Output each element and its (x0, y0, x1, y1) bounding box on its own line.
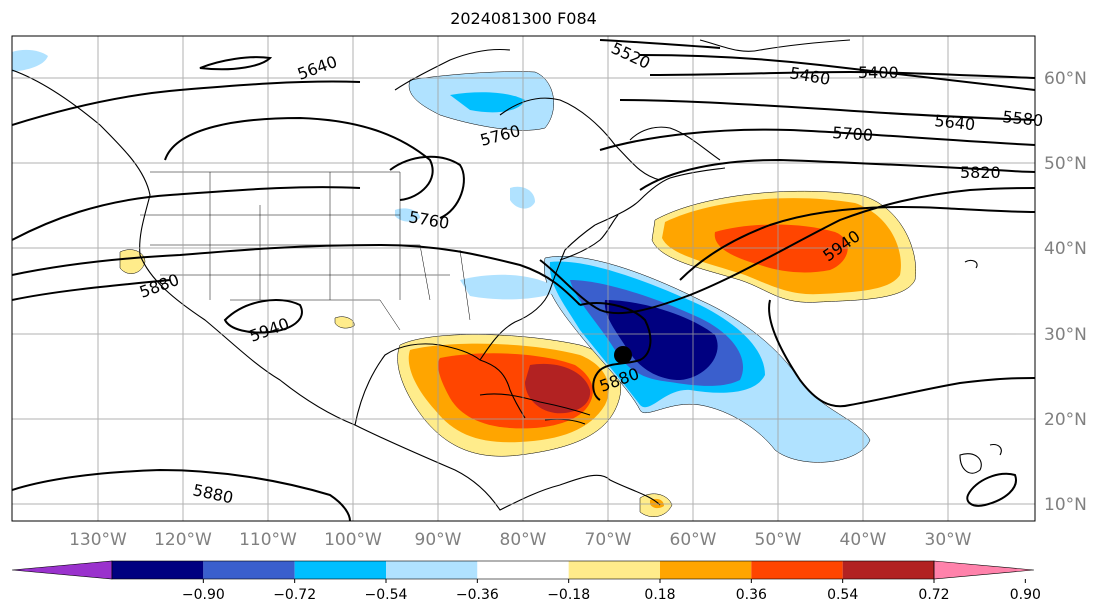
lat-label: 30°N (1044, 325, 1087, 345)
contour-labels: 5640 5760 5760 5880 5940 5880 5880 5940 … (137, 38, 1044, 507)
contour-label: 5640 (934, 111, 976, 134)
colorbar-tick-label: −0.54 (365, 587, 408, 603)
lat-label: 20°N (1044, 410, 1087, 430)
lon-label: 30°W (925, 530, 972, 550)
colorbar-tick-label: −0.90 (182, 587, 225, 603)
colorbar-tick-label: −0.36 (456, 587, 499, 603)
map-title: 2024081300 F084 (450, 9, 597, 28)
colorbar-extend-high (933, 560, 1035, 580)
contour-label: 5580 (1002, 107, 1044, 130)
longitude-labels: 130°W 120°W 110°W 100°W 90°W 80°W 70°W 6… (69, 530, 972, 550)
map-area (12, 36, 1035, 521)
colorbar-outline (111, 560, 935, 580)
lon-label: 70°W (585, 530, 632, 550)
height-contours (12, 39, 1035, 521)
lat-label: 40°N (1044, 239, 1087, 259)
colorbar-segment (842, 561, 934, 579)
lat-label: 50°N (1044, 154, 1087, 174)
lat-label: 60°N (1044, 69, 1087, 89)
lon-label: 90°W (415, 530, 462, 550)
colorbar-tick-label: −0.18 (547, 587, 590, 603)
lon-label: 100°W (324, 530, 382, 550)
colorbar-tick-label: 0.36 (736, 587, 767, 603)
colorbar-tick-label: 0.90 (1010, 587, 1041, 603)
lon-label: 80°W (500, 530, 547, 550)
colorbar-extend-low (11, 560, 113, 580)
colorbar-segment (660, 561, 752, 579)
colorbar: −0.90 −0.72 −0.54 −0.36 −0.18 0.18 0.36 0.54 0.7… (11, 560, 1041, 603)
lat-label: 10°N (1044, 495, 1087, 515)
colorbar-segment (112, 561, 204, 579)
colorbar-tick-label: 0.54 (827, 587, 858, 603)
lon-label: 50°W (755, 530, 802, 550)
colorbar-segment (294, 561, 386, 579)
graticule (12, 36, 1035, 521)
colorbar-segment (568, 561, 660, 579)
latitude-labels: 60°N 50°N 40°N 30°N 20°N 10°N (1044, 69, 1087, 515)
colorbar-segment (203, 561, 295, 579)
state-borders (140, 171, 471, 331)
storm-center-marker (614, 346, 632, 364)
contour-label: 5700 (832, 123, 874, 145)
lon-label: 40°W (840, 530, 887, 550)
contour-label: 5820 (960, 163, 1001, 182)
colorbar-segment (386, 561, 478, 579)
colorbar-segment (751, 561, 843, 579)
colorbar-tick-label: −0.72 (273, 587, 316, 603)
colorbar-segment (477, 561, 569, 579)
lon-label: 120°W (154, 530, 212, 550)
map-frame (11, 35, 1036, 522)
lon-label: 110°W (239, 530, 297, 550)
lon-label: 130°W (69, 530, 127, 550)
contour-label: 5400 (858, 63, 899, 82)
lon-label: 60°W (670, 530, 717, 550)
colorbar-tick-label: 0.18 (644, 587, 675, 603)
colorbar-tick-label: 0.72 (918, 587, 949, 603)
coastlines (12, 39, 1002, 511)
